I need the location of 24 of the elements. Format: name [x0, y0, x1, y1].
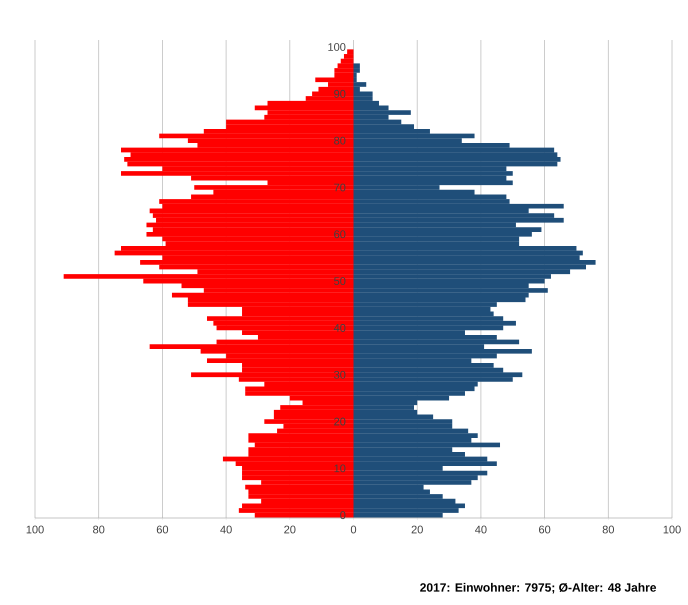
x-tick-label: 20 — [284, 526, 296, 534]
y-tick-label: 70 — [334, 184, 346, 192]
x-tick-label: 80 — [93, 526, 104, 534]
y-tick-label: 80 — [334, 136, 346, 145]
y-tick-label: 90 — [334, 90, 346, 98]
y-tick-label: 40 — [334, 324, 346, 332]
x-tick-label: 60 — [156, 526, 168, 534]
x-tick-label: 100 — [664, 526, 681, 534]
y-tick-label: 60 — [334, 230, 346, 238]
x-tick-label: 40 — [475, 526, 487, 534]
bar — [347, 49, 354, 54]
x-tick-label: 40 — [220, 526, 232, 534]
x-tick-label: 20 — [412, 526, 423, 534]
y-tick-label: 0 — [340, 511, 346, 520]
y-tick-label: 50 — [334, 277, 346, 285]
y-tick-label: 30 — [334, 370, 346, 379]
y-tick-label: 100 — [328, 43, 346, 51]
y-tick-label: 20 — [334, 418, 346, 426]
x-tick-label: 100 — [26, 526, 44, 534]
x-tick-label: 80 — [602, 526, 614, 534]
text: 2017: Einwohner: 7975; Ø-Alter: 48 Jahre — [420, 582, 656, 594]
x-tick-label: 0 — [350, 526, 356, 534]
x-tick-label: 60 — [539, 526, 550, 534]
y-tick-label: 10 — [334, 464, 346, 472]
